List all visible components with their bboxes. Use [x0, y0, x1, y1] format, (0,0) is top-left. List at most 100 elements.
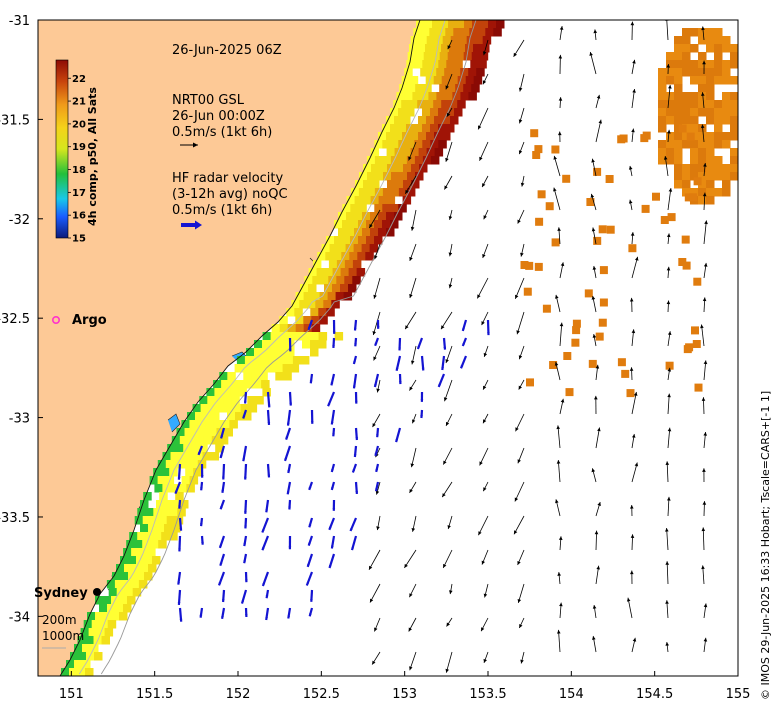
sst-cell [294, 332, 304, 341]
hf-arrow [243, 535, 248, 547]
sst-cell [192, 428, 201, 437]
sst-cell [422, 140, 431, 149]
gsl-arrow [559, 322, 564, 347]
sst-cell [674, 60, 683, 69]
sst-cell [438, 108, 447, 117]
sst-cell [455, 84, 464, 93]
sst-cell [598, 318, 607, 327]
sst-cell [698, 52, 707, 61]
sst-cell [143, 492, 152, 501]
sst-cell [674, 76, 683, 85]
hf-arrow [374, 337, 380, 347]
sst-cell [666, 68, 675, 77]
sst-cell [406, 188, 416, 197]
sst-cell [255, 396, 264, 405]
gsl-arrow [559, 26, 564, 41]
sst-cell [426, 116, 435, 125]
hf-arrow [310, 589, 314, 602]
sst-cell [674, 68, 683, 77]
gsl-arrow [702, 468, 706, 483]
sst-cell [468, 68, 477, 77]
gsl-arrow [703, 162, 707, 177]
gsl-arrow [440, 311, 453, 330]
sst-cell [334, 332, 344, 341]
sst-cell [231, 396, 240, 405]
sst-cell [642, 131, 651, 140]
sst-cell [353, 244, 363, 253]
sst-cell [730, 156, 738, 165]
gsl-arrow [404, 549, 417, 569]
sst-cell [180, 500, 189, 509]
gsl-arrow [482, 413, 489, 424]
sst-cell [674, 124, 683, 133]
hf-arrow [221, 607, 226, 619]
sst-cell [140, 564, 149, 573]
hf-arrow [200, 481, 204, 491]
sst-cell [283, 372, 292, 381]
sst-cell [210, 452, 219, 461]
sst-cell [706, 60, 715, 69]
hf-arrow [288, 337, 292, 352]
sst-cell [386, 132, 395, 141]
gsl-arrow [592, 604, 597, 619]
sst-cell [410, 132, 419, 141]
sst-cell [346, 228, 355, 237]
sst-cell [422, 60, 431, 69]
gsl-arrow [595, 119, 602, 143]
sst-cell [526, 378, 534, 387]
sst-cell [70, 652, 79, 661]
sst-cell [706, 164, 715, 173]
gsl-arrow [555, 294, 561, 313]
isobath-200m-label: 200m [42, 613, 77, 627]
hf-arrow [328, 553, 336, 569]
sst-cell [698, 156, 707, 165]
gsl-arrow [557, 572, 561, 585]
sst-cell [319, 316, 328, 325]
hf-arrow [261, 535, 270, 551]
sst-cell [438, 124, 447, 133]
hf-arrow [354, 481, 358, 494]
sst-cell [387, 180, 396, 189]
sst-cell [340, 284, 349, 293]
sst-cell [706, 44, 715, 53]
sst-cell [722, 132, 731, 141]
sst-cell [219, 372, 228, 381]
sst-cell [358, 220, 367, 229]
sst-cell [706, 180, 715, 189]
sst-cell [87, 612, 96, 621]
sst-cell [422, 156, 432, 165]
sst-cell [254, 340, 263, 349]
sst-cell [446, 108, 455, 117]
sst-cell [161, 532, 170, 541]
sst-cell [352, 276, 361, 285]
gsl-arrow [408, 617, 417, 632]
sst-cell [470, 60, 479, 69]
colorbar [55, 59, 69, 239]
sst-cell [221, 420, 230, 429]
sst-cell [350, 220, 359, 229]
gsl-arrow [556, 459, 561, 483]
sst-cell [318, 308, 327, 317]
sst-cell [286, 332, 296, 341]
hf-arrow [243, 553, 248, 564]
gsl-arrow [372, 311, 381, 336]
hf-arrow [178, 499, 182, 509]
sst-cell [390, 140, 399, 149]
sst-cell [666, 92, 675, 101]
sst-cell [181, 476, 191, 485]
gsl-arrow [441, 481, 453, 498]
sst-cell [187, 436, 197, 445]
sst-cell [308, 268, 318, 277]
sst-cell [390, 188, 400, 197]
sst-cell [692, 340, 701, 348]
sst-cell [698, 164, 707, 173]
sst-cell [722, 36, 731, 45]
sst-cell [240, 404, 250, 413]
hf-arrow [351, 463, 358, 473]
sst-cell [119, 596, 128, 605]
sst-cell [287, 324, 297, 333]
sst-cell [402, 116, 411, 125]
sst-cell [355, 180, 364, 189]
sst-cell [374, 188, 384, 197]
gsl-arrow [631, 88, 636, 109]
